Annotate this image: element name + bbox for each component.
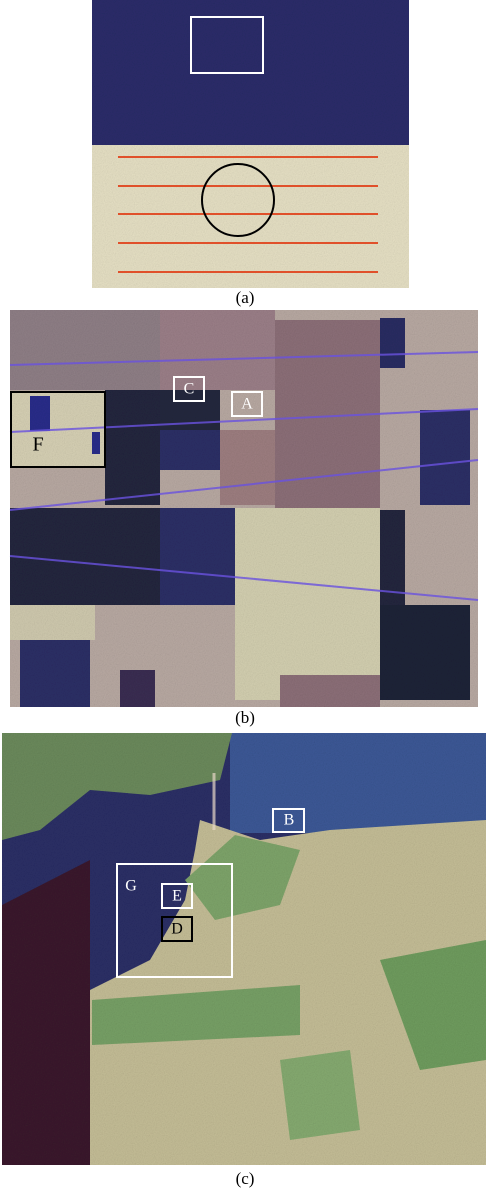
panel-c bbox=[2, 733, 486, 1165]
region-label: B bbox=[284, 812, 295, 829]
caption: (a) bbox=[236, 288, 255, 307]
figure: (a) C A F bbox=[0, 0, 487, 1193]
panel-b bbox=[10, 310, 478, 707]
region-label: D bbox=[171, 921, 183, 938]
caption: (b) bbox=[235, 708, 255, 727]
region-label: G bbox=[125, 878, 137, 895]
caption: (c) bbox=[236, 1169, 255, 1188]
region-label: A bbox=[241, 396, 253, 413]
region-label: E bbox=[172, 888, 182, 905]
region-label: F bbox=[32, 434, 43, 456]
panel-a bbox=[92, 0, 409, 288]
region-label: C bbox=[184, 381, 195, 398]
